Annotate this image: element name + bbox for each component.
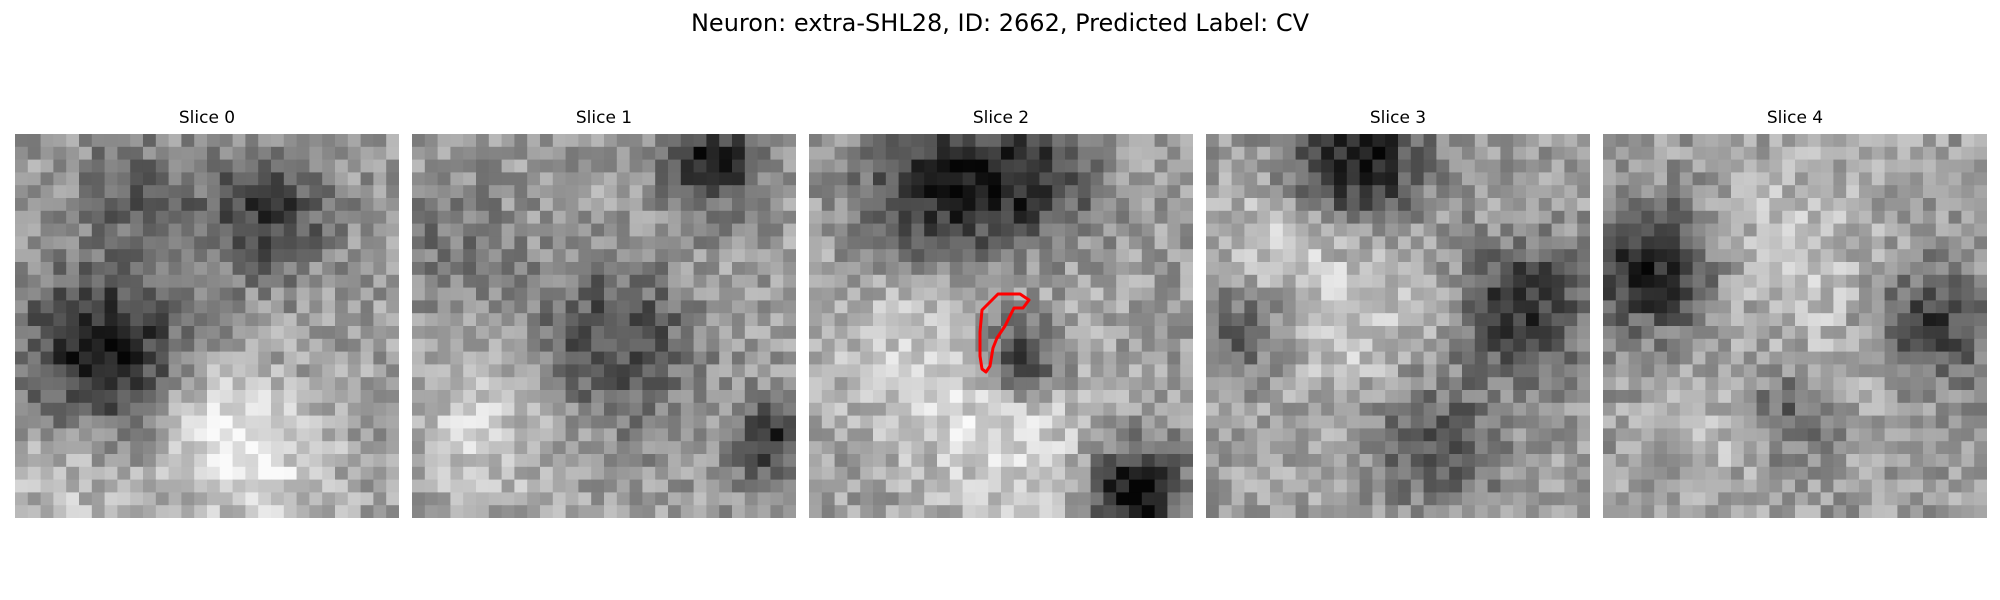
slice-image-2 — [809, 134, 1193, 518]
slice-title-3: Slice 3 — [1369, 108, 1427, 128]
slice-image-1 — [412, 134, 796, 518]
segmentation-contour — [978, 292, 1031, 374]
slice-title-2: Slice 2 — [972, 108, 1030, 128]
slice-image-4 — [1603, 134, 1987, 518]
figure-title: Neuron: extra-SHL28, ID: 2662, Predicted… — [690, 9, 1310, 37]
slice-image-3 — [1206, 134, 1590, 518]
slice-title-0: Slice 0 — [178, 108, 236, 128]
slice-image-0 — [15, 134, 399, 518]
slice-title-4: Slice 4 — [1766, 108, 1824, 128]
slice-title-1: Slice 1 — [575, 108, 633, 128]
